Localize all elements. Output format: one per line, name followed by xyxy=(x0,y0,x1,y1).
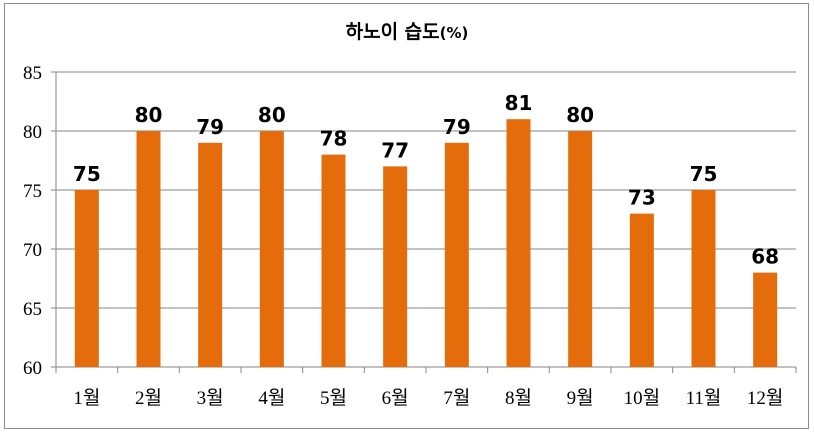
x-tick-label: 6월 xyxy=(382,387,409,409)
bar xyxy=(136,131,161,367)
data-label: 68 xyxy=(751,245,779,269)
y-tick-label: 65 xyxy=(23,299,42,320)
bar xyxy=(691,190,716,367)
x-tick-label: 2월 xyxy=(135,387,162,409)
bar xyxy=(444,142,469,367)
x-tick-label: 11월 xyxy=(686,387,722,409)
data-label: 75 xyxy=(73,162,101,186)
bar xyxy=(198,142,223,367)
bar xyxy=(506,119,531,367)
bar xyxy=(74,190,99,367)
x-tick-label: 4월 xyxy=(258,387,285,409)
data-label: 79 xyxy=(196,115,224,139)
y-tick-label: 85 xyxy=(23,63,42,84)
chart-title-unit: (%) xyxy=(439,24,469,42)
gridlines xyxy=(56,71,796,368)
data-label: 80 xyxy=(135,103,163,127)
data-label: 79 xyxy=(443,115,471,139)
x-tick-label: 3월 xyxy=(197,387,224,409)
data-label: 78 xyxy=(320,127,348,151)
x-tick-label: 9월 xyxy=(567,387,594,409)
bar xyxy=(321,154,346,367)
x-tick-label: 10월 xyxy=(624,387,660,409)
data-label: 77 xyxy=(381,138,409,162)
bar xyxy=(259,131,284,367)
bar xyxy=(383,166,408,367)
y-tick-label: 75 xyxy=(23,181,42,202)
y-tick-label: 80 xyxy=(23,122,42,143)
bar xyxy=(568,131,593,367)
x-tick-label: 7월 xyxy=(443,387,470,409)
chart-title: 하노이 습도(%) xyxy=(0,17,814,44)
x-tick-label: 12월 xyxy=(747,387,783,409)
data-labels: 75 80 79 80 78 77 79 81 80 73 75 68 xyxy=(73,91,779,268)
bar xyxy=(753,272,778,367)
data-label: 75 xyxy=(690,162,718,186)
data-label: 80 xyxy=(258,103,286,127)
bar xyxy=(629,213,654,367)
data-label: 80 xyxy=(566,103,594,127)
x-tick-label: 8월 xyxy=(505,387,532,409)
y-tick-label: 60 xyxy=(23,358,42,379)
axes: 60 65 70 75 80 85 1월 2월 3월 4월 5월 6월 7월 8월 9월 10월 11월 12월 xyxy=(23,63,797,409)
data-label: 81 xyxy=(505,91,533,115)
y-tick-label: 70 xyxy=(23,240,42,261)
chart-title-text: 하노이 습도 xyxy=(345,21,440,43)
x-tick-label: 1월 xyxy=(73,387,100,409)
data-label: 73 xyxy=(628,186,656,210)
x-tick-label: 5월 xyxy=(320,387,347,409)
bars xyxy=(74,119,778,367)
